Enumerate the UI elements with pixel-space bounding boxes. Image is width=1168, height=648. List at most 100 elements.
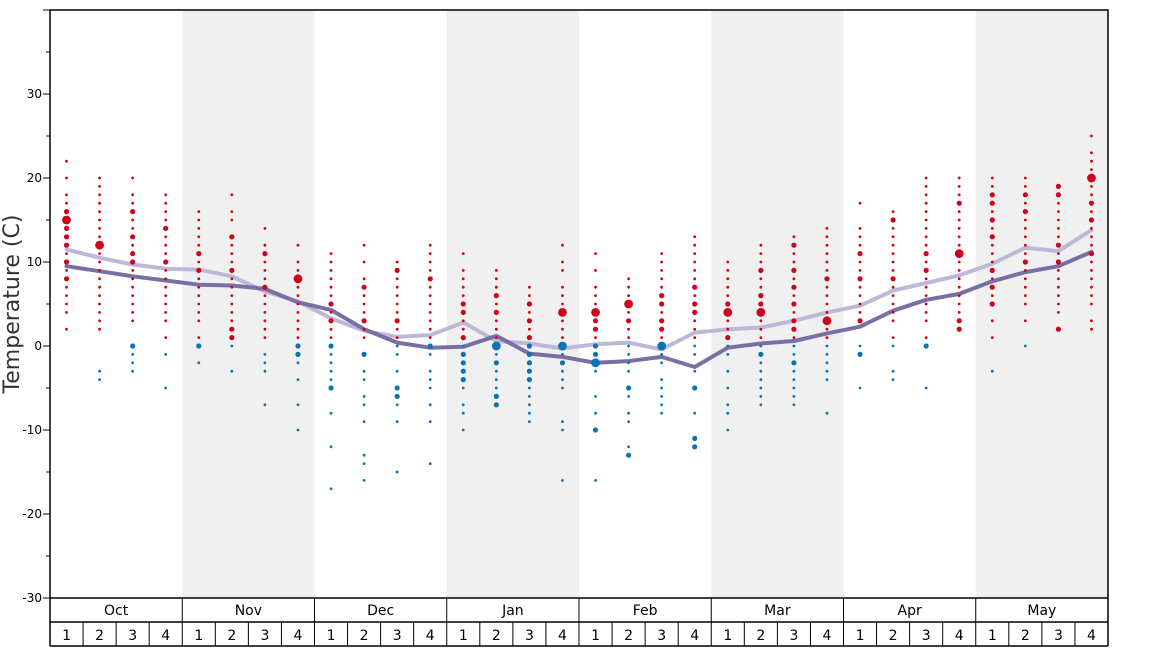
week-label: 4 (558, 628, 567, 644)
warm-dot (924, 311, 928, 314)
week-label: 1 (194, 628, 203, 644)
warm-dot (263, 319, 267, 323)
cold-dot (296, 361, 300, 365)
cold-dot (759, 361, 763, 365)
warm-dot (693, 277, 697, 281)
warm-dot (1057, 210, 1060, 214)
cold-dot (561, 386, 564, 390)
warm-dot (428, 302, 432, 306)
week-label: 2 (360, 628, 369, 644)
warm-dot (263, 260, 267, 264)
warm-dot (494, 327, 498, 331)
cold-dot (692, 444, 698, 450)
cold-dot (362, 378, 366, 381)
warm-dot (989, 284, 995, 290)
warm-dot (858, 227, 862, 230)
warm-dot (230, 252, 234, 256)
cold-dot (825, 378, 829, 381)
warm-dot (792, 311, 796, 314)
warm-dot (263, 243, 267, 247)
warm-dot (296, 269, 300, 272)
week-label: 1 (591, 628, 600, 644)
warm-dot (924, 227, 928, 230)
warm-dot (858, 235, 862, 239)
warm-dot (857, 251, 863, 257)
cold-dot (295, 351, 301, 357)
warm-dot (954, 249, 964, 258)
cold-dot (164, 353, 168, 356)
warm-dot (1057, 235, 1060, 239)
warm-dot (395, 302, 399, 306)
warm-dot (63, 242, 70, 248)
warm-dot (1023, 269, 1027, 272)
warm-dot (460, 309, 466, 315)
warm-dot (989, 234, 995, 240)
warm-dot (98, 294, 101, 297)
y-tick-label: 20 (27, 171, 42, 185)
month-label-apr: Apr (898, 603, 922, 619)
warm-dot (131, 277, 135, 281)
warm-dot (362, 294, 366, 297)
week-label: 3 (657, 628, 666, 644)
x-axis: Oct 1 2 3 4 Nov 1 2 3 4 Dec 1 2 3 4 Jan 1 2 3 4 Feb 1 2 3 4 Mar 1 2… (49, 598, 1109, 647)
warm-dot (957, 185, 961, 188)
cold-dot (726, 353, 730, 356)
warm-dot (131, 269, 135, 272)
warm-dot (558, 308, 567, 317)
cold-dot (528, 411, 531, 415)
cold-dot (792, 344, 796, 348)
warm-dot (163, 225, 169, 231)
cold-dot (693, 411, 697, 415)
warm-dot (1090, 134, 1093, 138)
warm-dot (561, 336, 564, 339)
warm-dot (957, 243, 961, 247)
warm-dot (362, 302, 366, 306)
warm-dot (924, 185, 928, 188)
warm-dot (990, 243, 994, 247)
cold-dot (692, 435, 698, 441)
cold-dot (627, 420, 630, 423)
cold-dot (693, 353, 697, 356)
warm-dot (693, 327, 697, 331)
warm-dot (990, 210, 994, 214)
cold-dot (493, 402, 499, 408)
warm-dot (131, 302, 135, 306)
month-band-nov (182, 10, 315, 598)
warm-dot (461, 327, 465, 331)
cold-dot (428, 420, 432, 423)
warm-dot (1022, 209, 1028, 215)
warm-dot (692, 284, 698, 290)
week-label: 3 (789, 628, 798, 644)
warm-dot (989, 267, 995, 273)
warm-dot (990, 252, 994, 256)
cold-dot (592, 351, 599, 357)
month-band-jan (446, 10, 579, 598)
warm-dot (329, 311, 333, 314)
cold-dot (526, 377, 533, 383)
warm-dot (230, 218, 234, 222)
warm-dot (329, 269, 333, 272)
warm-dot (693, 336, 697, 339)
warm-dot (65, 252, 68, 256)
warm-dot (857, 318, 863, 324)
warm-dot (594, 252, 597, 256)
warm-dot (924, 218, 928, 222)
warm-dot (756, 308, 766, 317)
cold-dot (526, 360, 533, 366)
cold-dot (98, 369, 101, 373)
warm-dot (627, 336, 630, 339)
warm-dot (362, 277, 366, 281)
warm-dot (98, 269, 101, 272)
cold-dot (891, 369, 895, 373)
warm-dot (229, 335, 235, 341)
warm-dot (594, 285, 597, 289)
warm-dot (659, 301, 665, 307)
warm-dot (1022, 259, 1028, 265)
warm-dot (164, 302, 168, 306)
warm-dot (164, 201, 168, 205)
cold-dot (328, 385, 334, 391)
warm-dot (660, 269, 664, 272)
week-label: 2 (492, 628, 501, 644)
warm-dot (924, 235, 928, 239)
cold-dot (627, 369, 630, 373)
